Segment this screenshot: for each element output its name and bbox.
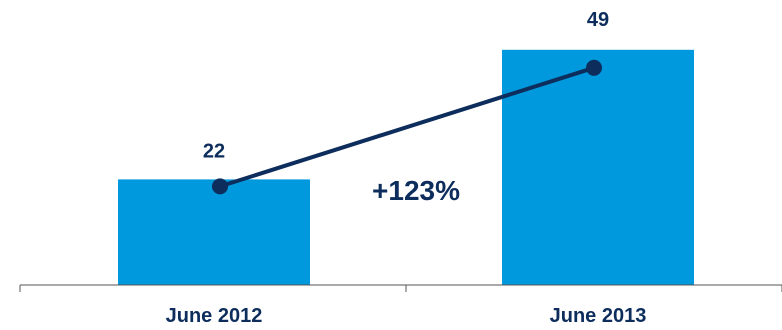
trend-line [219,65,595,189]
data-label-1: 22 [203,140,225,162]
trend-point-1 [212,178,228,195]
data-label-2: 49 [587,9,609,31]
category-label-2: June 2013 [550,305,647,327]
bar-2 [502,49,694,285]
percent-change-label: +123% [372,175,460,206]
trend-point-2 [586,59,602,76]
category-label-1: June 2012 [166,305,263,327]
bar-1 [118,179,310,285]
